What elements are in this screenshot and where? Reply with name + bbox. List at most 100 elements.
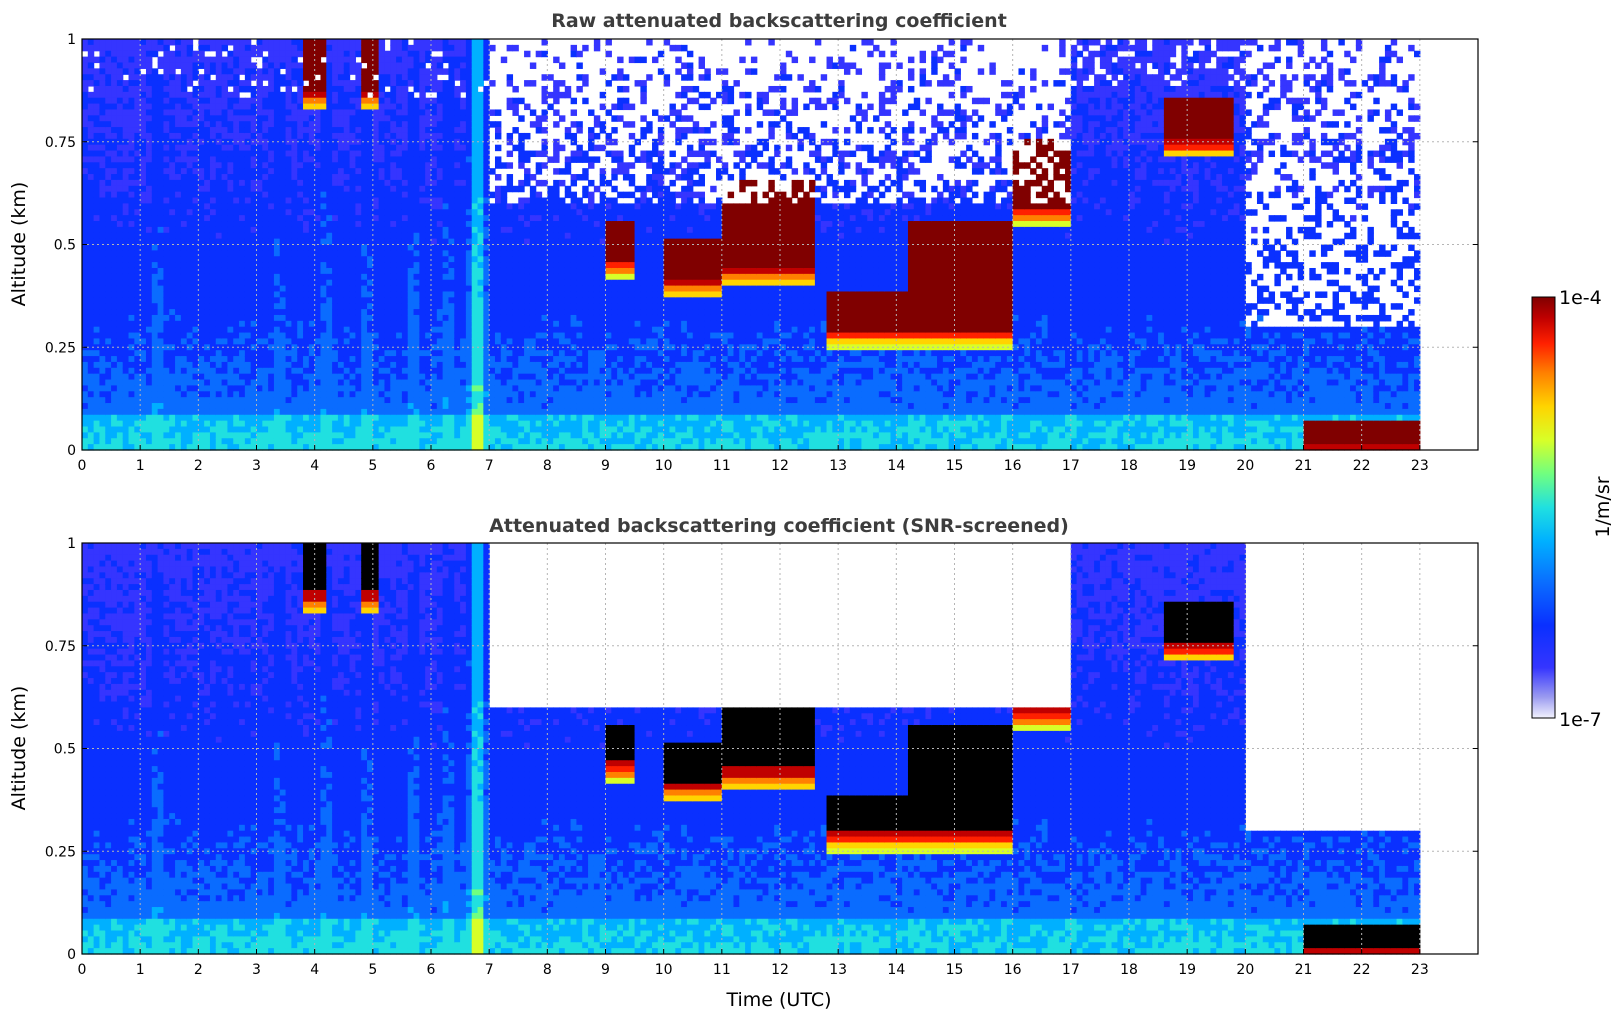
heatmap-cell — [326, 427, 332, 433]
heatmap-cell — [489, 438, 495, 444]
heatmap-cell — [222, 151, 228, 157]
heatmap-cell — [390, 174, 396, 180]
heatmap-cell — [94, 127, 100, 133]
heatmap-cell — [286, 291, 292, 297]
heatmap-cell — [384, 156, 390, 162]
heatmap-cell — [495, 350, 501, 356]
heatmap-cell — [94, 309, 100, 315]
heatmap-cell — [181, 133, 187, 139]
heatmap-cell — [501, 309, 507, 315]
heatmap-cell — [379, 86, 385, 92]
heatmap-cell — [210, 192, 216, 198]
heatmap-cell — [227, 380, 233, 386]
heatmap-cell — [297, 80, 303, 86]
heatmap-cell — [257, 92, 263, 98]
heatmap-cell — [129, 156, 135, 162]
heatmap-cell — [472, 256, 478, 262]
heatmap-cell — [163, 315, 169, 321]
heatmap-cell — [396, 174, 402, 180]
heatmap-cell — [472, 168, 478, 174]
heatmap-cell — [169, 186, 175, 192]
heatmap-cell — [175, 198, 181, 204]
heatmap-cell — [472, 338, 478, 344]
heatmap-cell — [460, 268, 466, 274]
heatmap-cell — [239, 80, 245, 86]
heatmap-cell — [280, 215, 286, 221]
heatmap-cell — [94, 280, 100, 286]
heatmap-cell — [146, 203, 152, 209]
heatmap-cell — [472, 92, 478, 98]
heatmap-cell — [181, 291, 187, 297]
heatmap-cell — [158, 397, 164, 403]
heatmap-cell — [419, 397, 425, 403]
heatmap-cell — [163, 86, 169, 92]
heatmap-cell — [233, 145, 239, 151]
heatmap-cell — [478, 350, 484, 356]
heatmap-cell — [390, 409, 396, 415]
heatmap-cell — [291, 57, 297, 63]
heatmap-cell — [291, 186, 297, 192]
heatmap-cell — [233, 291, 239, 297]
heatmap-cell — [286, 262, 292, 268]
heatmap-cell — [105, 391, 111, 397]
heatmap-cell — [187, 209, 193, 215]
heatmap-cell — [501, 250, 507, 256]
heatmap-cell — [198, 274, 204, 280]
heatmap-cell — [390, 380, 396, 386]
heatmap-cell — [239, 368, 245, 374]
heatmap-cell — [472, 151, 478, 157]
heatmap-cell — [146, 115, 152, 121]
heatmap-cell — [163, 415, 169, 421]
heatmap-cell — [303, 291, 309, 297]
heatmap-cell — [152, 174, 158, 180]
heatmap-cell — [82, 286, 88, 292]
heatmap-cell — [146, 221, 152, 227]
heatmap-cell — [204, 92, 210, 98]
heatmap-cell — [350, 356, 356, 362]
heatmap-cell — [210, 374, 216, 380]
heatmap-cell — [245, 145, 251, 151]
heatmap-cell — [344, 62, 350, 68]
heatmap-cell — [198, 109, 204, 115]
heatmap-cell — [350, 403, 356, 409]
heatmap-cell — [332, 303, 338, 309]
heatmap-cell — [373, 62, 379, 68]
heatmap-cell — [222, 209, 228, 215]
heatmap-cell — [332, 291, 338, 297]
heatmap-cell — [472, 245, 478, 251]
heatmap-cell — [454, 315, 460, 321]
heatmap-cell — [495, 421, 501, 427]
heatmap-cell — [82, 380, 88, 386]
heatmap-cell — [239, 385, 245, 391]
heatmap-cell — [94, 380, 100, 386]
heatmap-cell — [227, 286, 233, 292]
heatmap-cell — [286, 327, 292, 333]
heatmap-cell — [198, 374, 204, 380]
heatmap-cell — [466, 162, 472, 168]
heatmap-cell — [274, 174, 280, 180]
heatmap-cell — [332, 391, 338, 397]
heatmap-cell — [437, 303, 443, 309]
heatmap-cell — [361, 262, 367, 268]
heatmap-cell — [454, 127, 460, 133]
heatmap-cell — [187, 68, 193, 74]
heatmap-cell — [344, 174, 350, 180]
heatmap-cell — [175, 162, 181, 168]
heatmap-cell — [384, 297, 390, 303]
heatmap-cell — [146, 274, 152, 280]
heatmap-cell — [152, 162, 158, 168]
heatmap-cell — [181, 145, 187, 151]
heatmap-cell — [88, 385, 94, 391]
heatmap-cell — [384, 51, 390, 57]
heatmap-cell — [146, 321, 152, 327]
heatmap-cell — [105, 156, 111, 162]
heatmap-cell — [489, 109, 495, 115]
heatmap-cell — [501, 432, 507, 438]
heatmap-cell — [99, 356, 105, 362]
heatmap-cell — [408, 291, 414, 297]
heatmap-cell — [419, 438, 425, 444]
heatmap-cell — [268, 432, 274, 438]
heatmap-cell — [326, 380, 332, 386]
heatmap-cell — [111, 368, 117, 374]
heatmap-cell — [344, 268, 350, 274]
